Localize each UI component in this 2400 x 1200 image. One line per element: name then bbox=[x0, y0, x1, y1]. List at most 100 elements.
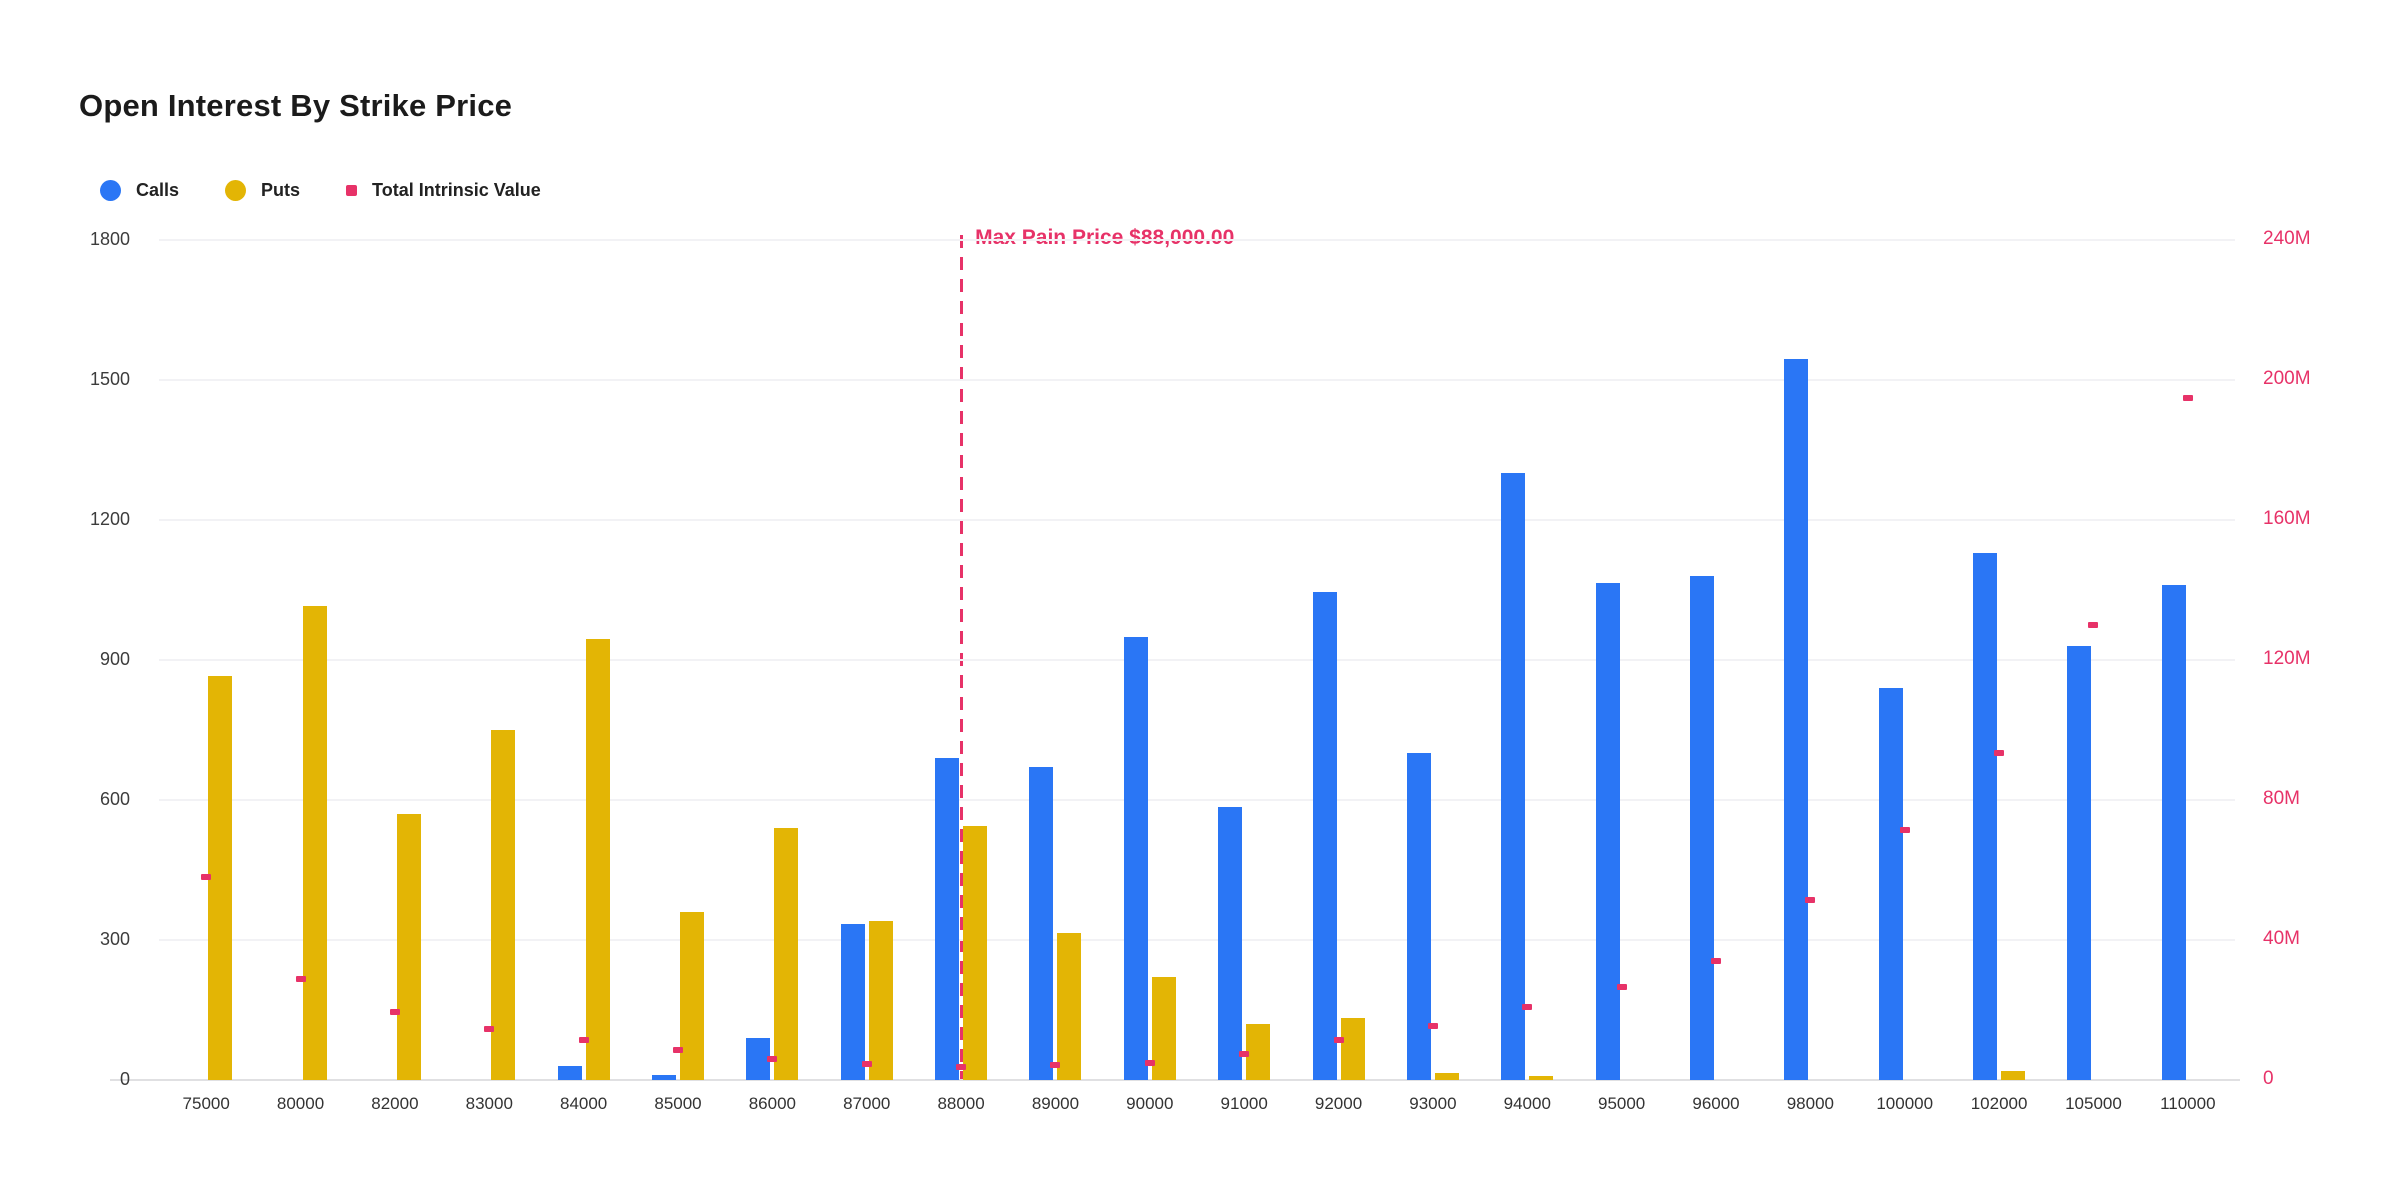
legend: Calls Puts Total Intrinsic Value bbox=[100, 180, 541, 201]
gridline bbox=[159, 659, 2235, 661]
intrinsic-value-marker[interactable] bbox=[1239, 1050, 1250, 1057]
x-axis-tick-label: 80000 bbox=[276, 1094, 325, 1113]
x-axis-tick-label: 88000 bbox=[937, 1094, 985, 1113]
intrinsic-value-marker[interactable] bbox=[1711, 958, 1721, 964]
x-axis-tick-label: 105000 bbox=[2065, 1094, 2122, 1113]
intrinsic-value-marker[interactable] bbox=[295, 975, 306, 982]
legend-item-puts[interactable]: Puts bbox=[225, 180, 300, 201]
puts-bar[interactable] bbox=[1529, 1076, 1554, 1080]
calls-bar[interactable] bbox=[1218, 807, 1243, 1080]
x-axis-tick-label: 98000 bbox=[1786, 1094, 1834, 1113]
y-axis-tick-label: 1800 bbox=[89, 229, 130, 249]
puts-bar[interactable] bbox=[774, 828, 799, 1080]
puts-bar[interactable] bbox=[1340, 1017, 1365, 1080]
right-axis-tick-label: 40M bbox=[2263, 928, 2300, 949]
legend-label: Total Intrinsic Value bbox=[372, 180, 541, 200]
calls-bar[interactable] bbox=[1784, 359, 1809, 1080]
intrinsic-value-marker[interactable] bbox=[1805, 896, 1816, 903]
intrinsic-value-marker[interactable] bbox=[1994, 749, 2005, 756]
chart-title: Open Interest By Strike Price bbox=[79, 88, 513, 123]
x-axis-tick-label: 90000 bbox=[1126, 1094, 1174, 1113]
intrinsic-value-marker[interactable] bbox=[1616, 984, 1627, 991]
calls-bar[interactable] bbox=[1123, 636, 1148, 1080]
x-axis-tick-label: 87000 bbox=[843, 1094, 891, 1113]
intrinsic-value-marker[interactable] bbox=[578, 1036, 589, 1043]
gridline bbox=[159, 519, 2235, 521]
x-axis-tick-label: 102000 bbox=[1970, 1094, 2028, 1113]
calls-bar[interactable] bbox=[1029, 767, 1054, 1080]
calls-bar[interactable] bbox=[746, 1038, 771, 1080]
puts-swatch-icon bbox=[225, 180, 247, 201]
puts-bar[interactable] bbox=[396, 814, 421, 1080]
x-axis-tick-label: 94000 bbox=[1503, 1094, 1551, 1113]
puts-bar[interactable] bbox=[868, 921, 893, 1080]
puts-bar[interactable] bbox=[585, 639, 610, 1080]
max-pain-label: Max Pain Price $88,000.00 bbox=[975, 226, 1235, 249]
calls-bar[interactable] bbox=[1595, 583, 1620, 1080]
calls-bar[interactable] bbox=[1690, 576, 1714, 1080]
right-axis-tick-label: 0 bbox=[2263, 1068, 2274, 1089]
x-axis-tick-label: 75000 bbox=[182, 1094, 230, 1113]
calls-bar[interactable] bbox=[840, 923, 865, 1080]
puts-bar[interactable] bbox=[963, 825, 988, 1080]
puts-bar[interactable] bbox=[2001, 1070, 2026, 1080]
intrinsic-value-marker[interactable] bbox=[1899, 826, 1910, 833]
puts-bar[interactable] bbox=[302, 606, 327, 1080]
legend-item-total-intrinsic-value[interactable]: Total Intrinsic Value bbox=[346, 180, 541, 201]
y-axis-tick-label: 300 bbox=[99, 929, 130, 949]
calls-bar[interactable] bbox=[1878, 688, 1903, 1080]
legend-item-calls[interactable]: Calls bbox=[100, 180, 179, 201]
x-axis-tick-label: 92000 bbox=[1314, 1094, 1363, 1113]
gridline bbox=[159, 939, 2235, 941]
puts-bar[interactable] bbox=[1057, 933, 1082, 1080]
x-axis-tick-label: 93000 bbox=[1409, 1094, 1457, 1113]
gridline bbox=[159, 379, 2235, 381]
calls-bar[interactable] bbox=[1406, 753, 1431, 1080]
puts-bar[interactable] bbox=[1246, 1024, 1271, 1080]
intrinsic-value-marker[interactable] bbox=[2088, 622, 2099, 628]
calls-bar[interactable] bbox=[935, 758, 960, 1080]
total-intrinsic-value-swatch-icon bbox=[346, 185, 358, 196]
x-axis-tick-label: 91000 bbox=[1220, 1094, 1268, 1113]
intrinsic-value-marker[interactable] bbox=[956, 1064, 967, 1071]
y-axis-tick-label: 600 bbox=[99, 789, 130, 809]
y-axis-tick-label: 1200 bbox=[89, 509, 130, 529]
intrinsic-value-marker[interactable] bbox=[1522, 1003, 1533, 1010]
puts-bar[interactable] bbox=[208, 676, 233, 1080]
intrinsic-value-marker[interactable] bbox=[767, 1056, 778, 1062]
intrinsic-value-marker[interactable] bbox=[2182, 394, 2193, 401]
calls-bar[interactable] bbox=[1312, 592, 1337, 1080]
x-axis-tick-label: 89000 bbox=[1031, 1094, 1080, 1113]
intrinsic-value-marker[interactable] bbox=[861, 1061, 872, 1068]
max-pain-line bbox=[959, 235, 963, 1080]
intrinsic-value-marker[interactable] bbox=[201, 874, 212, 880]
legend-label: Calls bbox=[136, 180, 180, 200]
calls-bar[interactable] bbox=[1973, 552, 1998, 1080]
y-axis-tick-label: 900 bbox=[99, 649, 130, 669]
calls-bar[interactable] bbox=[1501, 473, 1526, 1080]
puts-bar[interactable] bbox=[1151, 977, 1176, 1080]
right-axis-tick-label: 160M bbox=[2263, 508, 2311, 529]
calls-bar[interactable] bbox=[2161, 585, 2186, 1080]
calls-bar[interactable] bbox=[2067, 646, 2092, 1080]
intrinsic-value-marker[interactable] bbox=[673, 1047, 683, 1054]
x-axis-tick-label: 82000 bbox=[371, 1094, 419, 1113]
calls-bar[interactable] bbox=[652, 1075, 676, 1080]
legend-label: Puts bbox=[261, 180, 301, 200]
intrinsic-value-marker[interactable] bbox=[1427, 1022, 1438, 1029]
right-axis-tick-label: 80M bbox=[2263, 788, 2300, 809]
puts-bar[interactable] bbox=[680, 912, 704, 1080]
intrinsic-value-marker[interactable] bbox=[389, 1008, 400, 1015]
right-axis-tick-label: 120M bbox=[2263, 648, 2311, 669]
y-axis-tick-label: 0 bbox=[119, 1069, 130, 1089]
intrinsic-value-marker[interactable] bbox=[484, 1026, 495, 1033]
puts-bar[interactable] bbox=[491, 730, 516, 1080]
intrinsic-value-marker[interactable] bbox=[1144, 1059, 1155, 1066]
puts-bar[interactable] bbox=[1434, 1073, 1459, 1080]
intrinsic-value-marker[interactable] bbox=[1333, 1036, 1344, 1043]
calls-bar[interactable] bbox=[557, 1066, 582, 1080]
x-axis-tick-label: 84000 bbox=[559, 1094, 608, 1113]
intrinsic-value-marker[interactable] bbox=[1050, 1061, 1061, 1068]
